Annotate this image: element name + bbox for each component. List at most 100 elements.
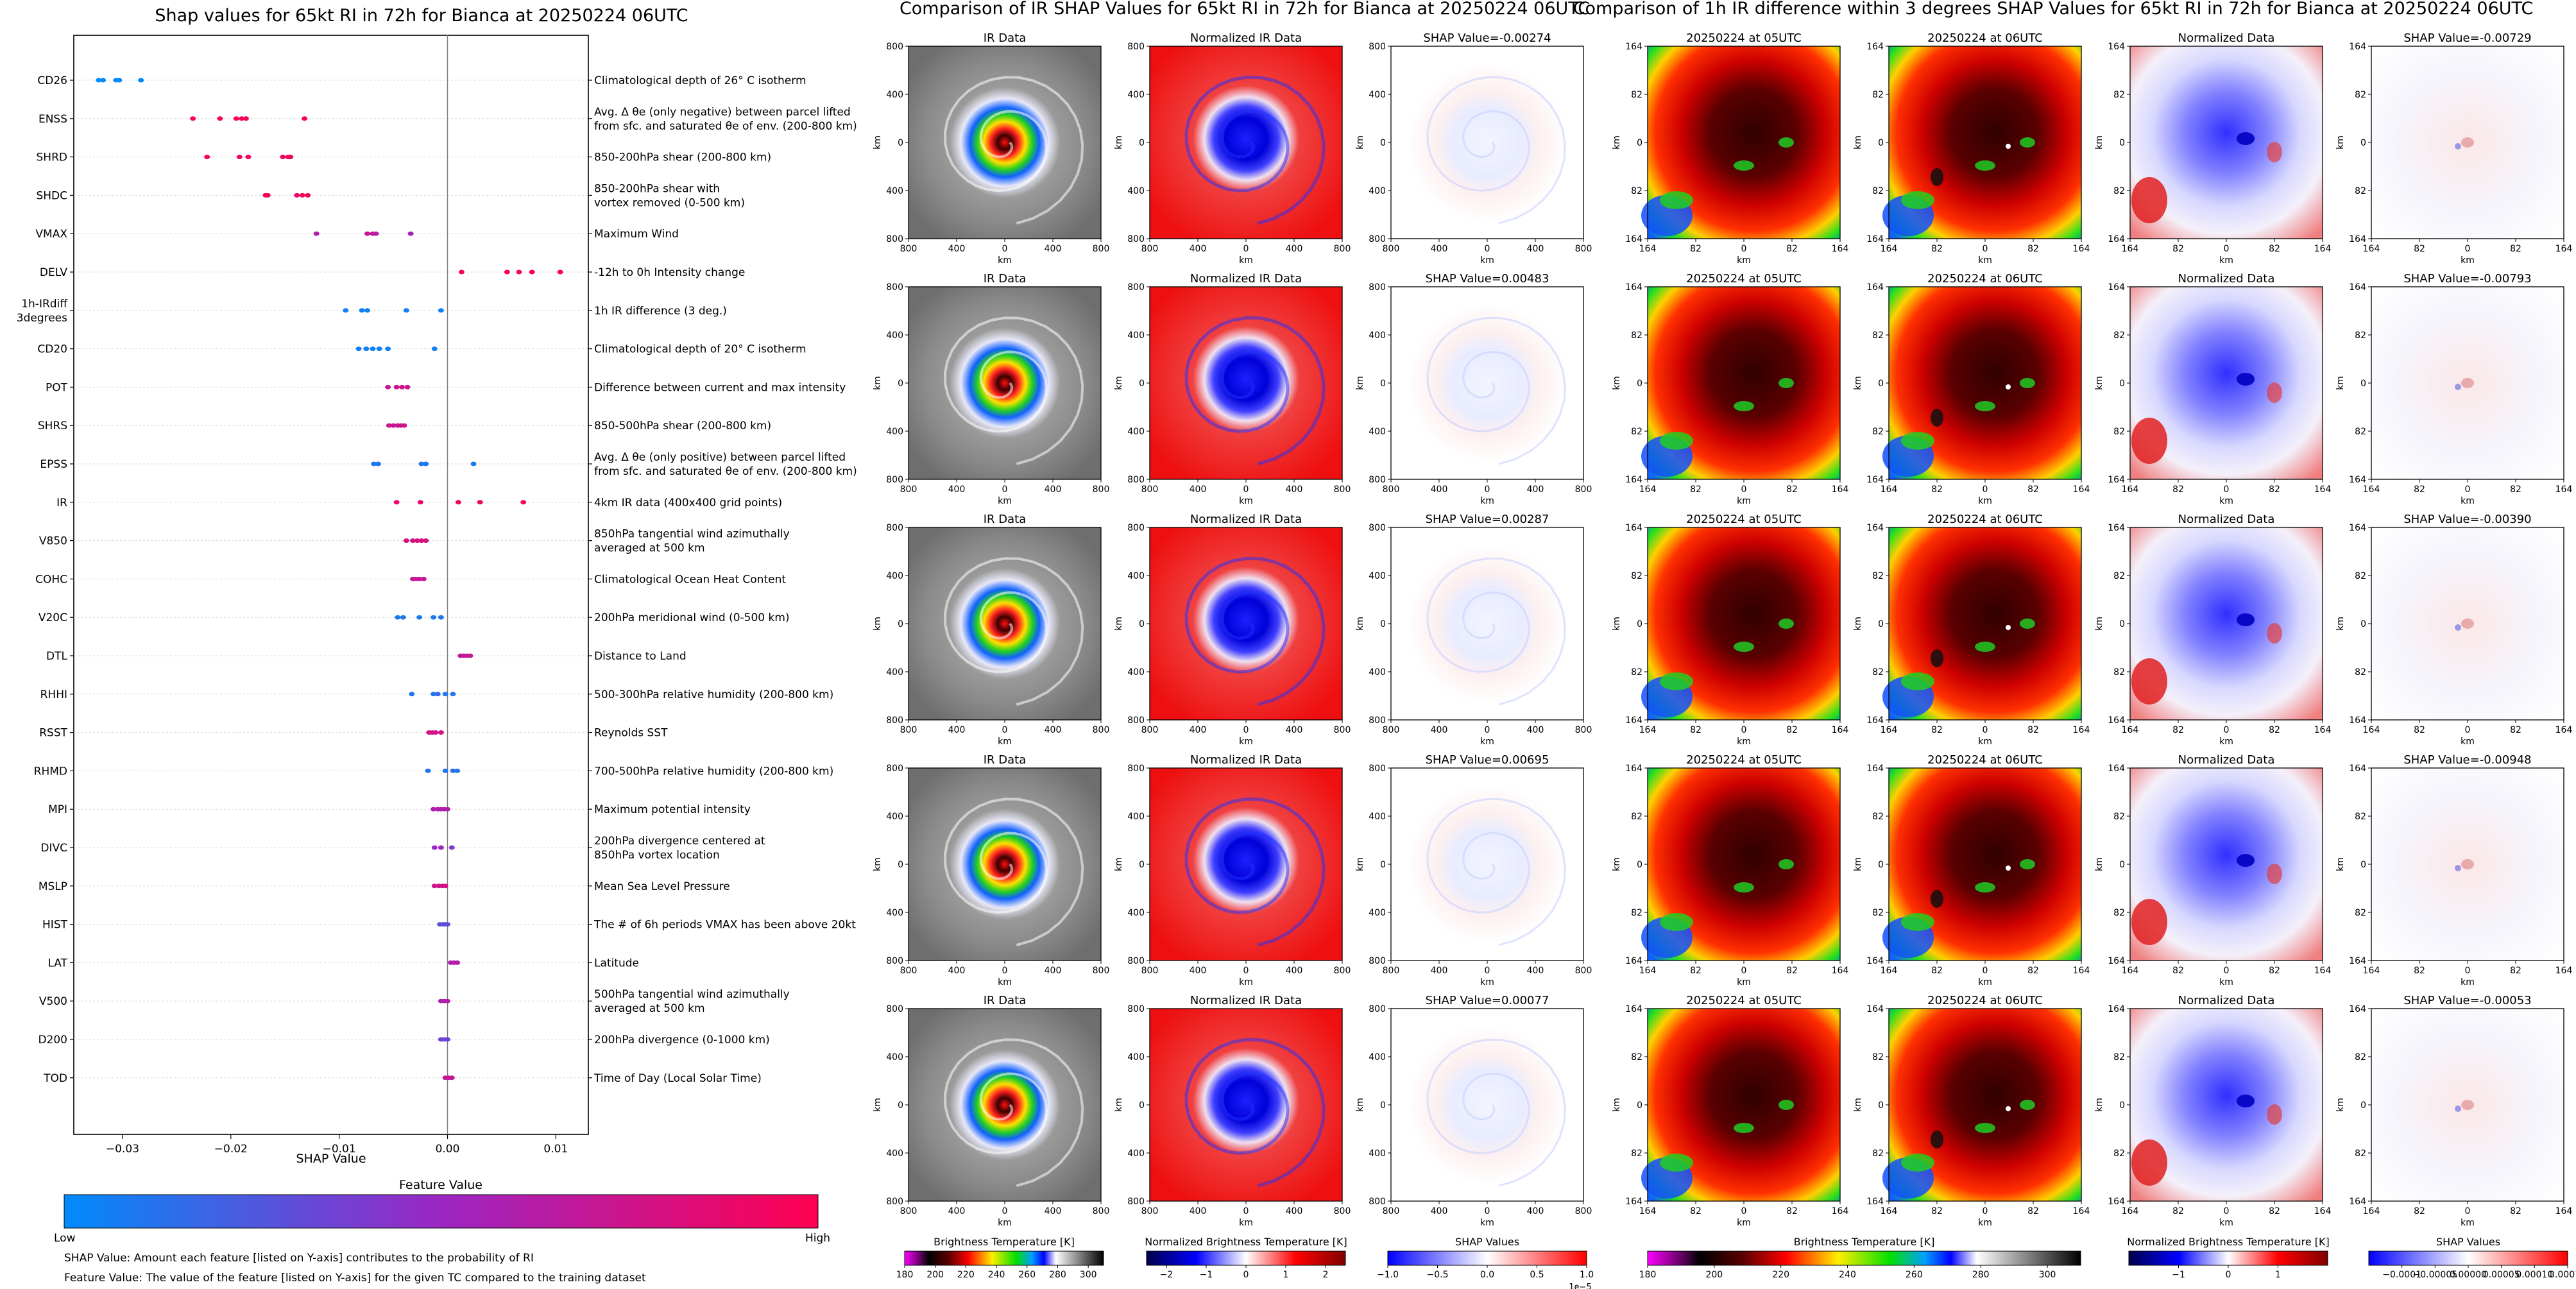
ir-panel-r2-c1-xtick-4: 800 (1334, 725, 1351, 735)
ir-panel-r4-c1-xtick-2: 0 (1243, 1206, 1249, 1216)
ir-panel-r0-c2-xtick-2: 0 (1485, 244, 1490, 254)
ir-panel-r1-c2-xtick-1: 400 (1431, 484, 1448, 495)
diff-panel-r2-c3-xlabel: km (2461, 737, 2475, 747)
diff-panel-r3-c2-ytick-3: 82 (2113, 908, 2125, 918)
colorbar-0-label: Brightness Temperature [K] (934, 1236, 1075, 1248)
ir-panel-r0-c2: SHAP Value=-0.00274800800400400004004008… (1355, 31, 1592, 266)
colorbar-2-tick-4: 1.0 (1580, 1270, 1594, 1280)
feature-desc-12: averaged at 500 km (594, 542, 705, 555)
feature-desc-20: 850hPa vortex location (594, 849, 720, 862)
diff-panel-r4-c1-xlabel: km (1978, 1218, 1992, 1228)
ir-panel-r2-c0-ylabel: km (873, 617, 883, 631)
shap-xtick-0: −0.03 (106, 1143, 139, 1156)
diff-panel-r0-c2-xlabel: km (2219, 255, 2233, 266)
feature-desc-16: 500-300hPa relative humidity (200-800 km… (594, 688, 833, 701)
shap-point-DIVC-0 (431, 845, 438, 850)
shap-point-1h-IRdiff-3degrees-4 (438, 308, 444, 313)
ir-panel-r3-c1: Normalized IR Data8008004004000040040080… (1114, 753, 1351, 987)
shap-point-CD20-2 (370, 346, 376, 352)
diff-panel-r3-c2-ytick-1: 82 (2113, 812, 2125, 822)
diff-panel-r3-c1-title: 20250224 at 06UTC (1927, 753, 2043, 767)
ir-panel-r4-c1-xtick-1: 400 (1190, 1206, 1207, 1216)
colorbar-1-tick-3: 1 (1283, 1270, 1289, 1280)
diff-panel-r3-c1-ytick-3: 82 (1872, 908, 1884, 918)
diff-panel-r3-c0: 20250224 at 05UTC1641648282008282164164k… (1612, 753, 1848, 987)
diff-panel-r4-c0-ytick-1: 82 (1631, 1052, 1642, 1063)
shap-point-IR-0 (393, 500, 400, 505)
ir-panel-r0-c1-ytick-4: 800 (1127, 234, 1145, 244)
diff-panel-r4-c1-xtick-2: 0 (1983, 1206, 1988, 1216)
colorbar-3-tick-6: 300 (2039, 1270, 2056, 1280)
feature-name-25: D200 (38, 1034, 67, 1046)
diff-panel-r3-c0-ytick-2: 0 (1637, 860, 1642, 870)
ir-panel-r1-c0-ytick-4: 800 (886, 475, 903, 485)
diff-panel-r2-c0-ytick-1: 82 (1631, 571, 1642, 581)
shap-point-V850-4 (423, 538, 429, 543)
ir-panel-r4-c0-ytick-4: 800 (886, 1197, 903, 1207)
diff-panel-r2-c0: 20250224 at 05UTC1641648282008282164164k… (1612, 513, 1848, 747)
ir-panel-r0-c0-ytick-1: 400 (886, 90, 903, 100)
ir-panel-r0-c1: Normalized IR Data8008004004000040040080… (1114, 31, 1351, 266)
feature-name-1: ENSS (38, 113, 67, 126)
diff-panel-r3-c2-xtick-4: 164 (2314, 966, 2332, 976)
shap-point-ENSS-0 (190, 116, 196, 121)
ir-panel-r4-c1-xtick-3: 400 (1286, 1206, 1303, 1216)
shap-point-V500-2 (445, 998, 451, 1003)
diff-panel-r4-c2-xlabel: km (2219, 1218, 2233, 1228)
diff-panel-r3-c3-xtick-0: 164 (2363, 966, 2380, 976)
shap-point-1h-IRdiff-3degrees-3 (403, 308, 409, 313)
diff-panel-r4-c3-ytick-1: 82 (2355, 1052, 2366, 1063)
diff-panel-r0-c2-ytick-2: 0 (2119, 138, 2125, 148)
ir-panel-r4-c2-xtick-3: 400 (1527, 1206, 1544, 1216)
diff-panel-r3-c3-ytick-1: 82 (2355, 812, 2366, 822)
diff-panel-r3-c0-xtick-1: 82 (1690, 966, 1702, 976)
shap-point-V850-1 (409, 538, 416, 543)
feature-desc-11: 4km IR data (400x400 grid points) (594, 497, 782, 509)
diff-panel-r1-c0-title: 20250224 at 05UTC (1686, 272, 1802, 286)
shap-point-1h-IRdiff-3degrees-0 (343, 308, 349, 313)
shap-x-label: SHAP Value (296, 1152, 366, 1166)
diff-panel-r3-c1-xtick-0: 164 (1881, 966, 1898, 976)
diff-panel-r0-c1-xtick-0: 164 (1881, 244, 1898, 254)
diff-panel-r1-c0: 20250224 at 05UTC1641648282008282164164k… (1612, 272, 1848, 506)
ir-panel-r0-c0-xtick-1: 400 (948, 244, 966, 254)
diff-panel-r2-c3-xtick-1: 82 (2414, 725, 2425, 735)
diff-panel-r1-c3-ytick-4: 164 (2349, 475, 2366, 485)
colorbar-2-offset: 1e−5 (1569, 1283, 1591, 1289)
diff-panel-r0-c0-ylabel: km (1612, 135, 1622, 149)
feature-name-11: IR (56, 497, 67, 509)
shap-point-MPI-4 (445, 807, 451, 812)
diff-panel-r4-c2-ytick-4: 164 (2108, 1197, 2125, 1207)
shap-point-TOD-2 (448, 1075, 455, 1080)
colorbar-1-tick-0: −2 (1160, 1270, 1173, 1280)
diff-panel-r3-c2-xtick-2: 0 (2224, 966, 2230, 976)
colorbar-3-tick-0: 180 (1639, 1270, 1657, 1280)
diff-panel-r2-c2: Normalized Data1641648282008282164164kmk… (2094, 513, 2331, 747)
ir-panel-r4-c1-xtick-0: 800 (1141, 1206, 1159, 1216)
ir-panel-r1-c0-ytick-3: 400 (886, 427, 903, 437)
ir-panel-r3-c0-ytick-3: 400 (886, 908, 903, 918)
colorbar-5-tick-2: 0.00000 (2450, 1270, 2487, 1280)
diff-panel-r3-c1-ytick-2: 0 (1878, 860, 1884, 870)
diff-panel-r0-c1-ytick-4: 164 (1866, 234, 1884, 244)
diff-panel-r2-c1-title: 20250224 at 06UTC (1927, 513, 2043, 526)
diff-panel-r0-c2-ytick-1: 82 (2113, 90, 2125, 100)
diff-panel-r4-c2-ylabel: km (2094, 1098, 2104, 1112)
ir-panel-r0-c2-xtick-4: 800 (1575, 244, 1592, 254)
diff-panel-r3-c0-xtick-0: 164 (1639, 966, 1657, 976)
ir-panel-r3-c2-xtick-2: 0 (1485, 966, 1490, 976)
ir-panel-r3-c0-ylabel: km (873, 857, 883, 871)
diff-panel-r0-c0: 20250224 at 05UTC1641648282008282164164k… (1612, 31, 1848, 266)
diff-panel-r0-c3-ylabel: km (2335, 135, 2346, 149)
ir-panel-r4-c0-xtick-2: 0 (1002, 1206, 1008, 1216)
shap-point-MSLP-3 (442, 884, 448, 889)
diff-panel-r2-c1-ytick-0: 164 (1866, 523, 1884, 533)
ir-panel-r4-c0-xtick-1: 400 (948, 1206, 966, 1216)
diff-panel-r0-c3-ytick-4: 164 (2349, 234, 2366, 244)
diff-panel-r2-c0-title: 20250224 at 05UTC (1686, 513, 1802, 526)
ir-panel-r3-c0-title: IR Data (984, 753, 1027, 767)
ir-panel-r1-c1-ytick-2: 0 (1139, 379, 1145, 389)
shap-point-SHDC-4 (305, 192, 311, 198)
ir-panel-r1-c1-xtick-0: 800 (1141, 484, 1159, 495)
